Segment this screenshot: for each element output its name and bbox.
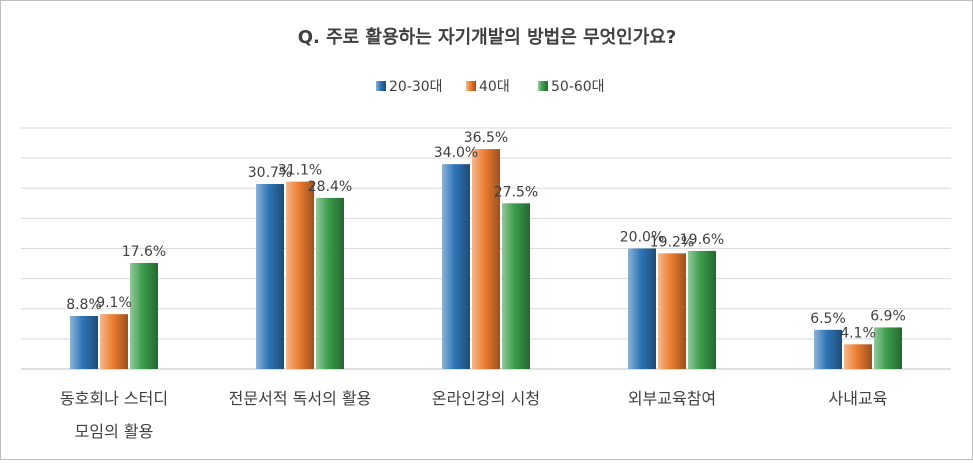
legend-swatch <box>376 81 386 91</box>
data-label: 6.9% <box>870 308 906 324</box>
bar <box>286 181 314 369</box>
data-label: 20.0% <box>620 230 664 246</box>
bar <box>70 315 98 369</box>
x-tick-label: 전문서적 독서의 활용 <box>229 389 372 408</box>
bar <box>688 250 716 369</box>
bar <box>472 149 500 369</box>
bar <box>100 314 128 369</box>
bar <box>316 197 344 369</box>
data-label: 28.4% <box>308 179 352 195</box>
data-labels: 8.8%9.1% 17.6% 30.7%31.1%28.4% 34.0%36.5% 27… <box>66 130 906 341</box>
bar <box>256 184 284 369</box>
legend-swatch <box>538 81 548 91</box>
data-label: 27.5% <box>494 184 538 200</box>
bar <box>442 164 470 369</box>
data-label: 30.7% <box>248 165 292 181</box>
legend-swatch <box>466 81 476 91</box>
bar <box>628 248 656 369</box>
data-label: 34.0% <box>434 145 478 161</box>
data-label: 9.1% <box>96 295 132 311</box>
x-tick-label: 사내교육 <box>829 389 888 408</box>
data-label: 17.6% <box>122 244 166 260</box>
x-tick-label: 외부교육참여 <box>628 389 716 408</box>
bar <box>502 203 530 369</box>
data-label: 19.6% <box>680 232 724 248</box>
bars <box>70 149 902 369</box>
x-tick-label: 동호회나 스터디 <box>60 389 168 408</box>
legend-label: 50-60대 <box>551 79 605 95</box>
bar <box>658 253 686 369</box>
x-tick-label: 모임의 활용 <box>75 422 154 441</box>
data-label: 6.5% <box>810 311 846 327</box>
bar <box>814 329 842 369</box>
bar <box>874 327 902 369</box>
x-tick-label: 온라인강의 시청 <box>432 389 540 408</box>
data-label: 8.8% <box>66 297 102 313</box>
data-label: 31.1% <box>278 163 322 179</box>
bar <box>130 262 158 369</box>
bar <box>844 344 872 369</box>
legend-label: 40대 <box>479 79 510 95</box>
data-label: 19.2% <box>650 234 694 250</box>
chart-title: Q. 주로 활용하는 자기개발의 방법은 무엇인가요? <box>298 27 677 48</box>
data-label: 36.5% <box>464 130 508 146</box>
data-label: 4.1% <box>840 325 876 341</box>
legend-label: 20-30대 <box>389 79 443 95</box>
legend: 20-30대 40대 50-60대 <box>376 79 605 95</box>
